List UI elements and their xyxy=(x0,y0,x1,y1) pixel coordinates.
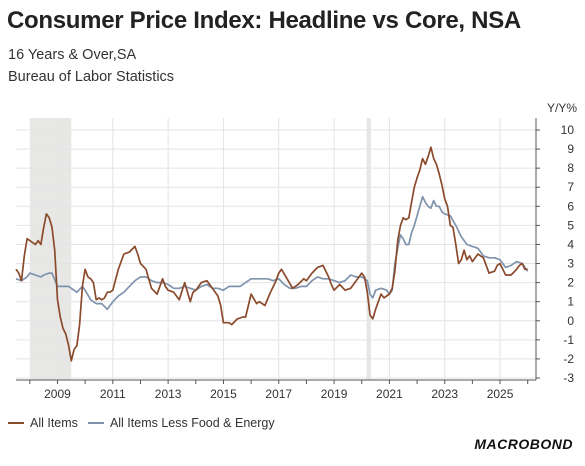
y-tick-label: 9 xyxy=(567,142,574,156)
x-tick-label: 2009 xyxy=(44,387,71,401)
x-tick-label: 2025 xyxy=(487,387,514,401)
macrobond-logo: MACROBOND xyxy=(474,436,573,452)
series-layer xyxy=(15,146,529,362)
x-tick-label: 2023 xyxy=(431,387,458,401)
series-line-headline xyxy=(15,146,528,362)
y-tick-label: -2 xyxy=(563,352,574,366)
y-tick-label: 2 xyxy=(567,276,574,290)
legend-label-core: All Items Less Food & Energy xyxy=(109,416,275,430)
y-tick-label: 0 xyxy=(567,314,574,328)
y-tick-label: 10 xyxy=(561,123,575,137)
y-tick-label: 1 xyxy=(567,295,574,309)
y-tick-label: 6 xyxy=(567,199,574,213)
gridlines xyxy=(16,118,536,380)
legend-swatch-headline xyxy=(8,422,24,424)
series-line-core xyxy=(15,195,529,311)
chart-title: Consumer Price Index: Headline vs Core, … xyxy=(7,7,521,34)
y-axis-label: Y/Y% xyxy=(547,101,577,115)
legend-item-core: All Items Less Food & Energy xyxy=(87,416,275,430)
legend: All Items All Items Less Food & Energy xyxy=(8,416,285,430)
y-tick-label: 8 xyxy=(567,161,574,175)
x-tick-label: 2013 xyxy=(155,387,182,401)
x-tick-label: 2011 xyxy=(100,387,126,401)
x-tick-label: 2015 xyxy=(210,387,237,401)
x-tick-label: 2017 xyxy=(265,387,292,401)
chart-source: Bureau of Labor Statistics xyxy=(8,69,175,85)
y-tick-label: -1 xyxy=(563,333,574,347)
recession-shading xyxy=(29,118,371,380)
recession-band-1 xyxy=(366,118,371,380)
y-tick-label: -3 xyxy=(563,371,574,385)
y-tick-label: 3 xyxy=(567,257,574,271)
chart-subtitle: 16 Years & Over,SA xyxy=(8,47,137,63)
legend-item-headline: All Items xyxy=(8,416,78,430)
x-tick-label: 2019 xyxy=(321,387,348,401)
legend-swatch-core xyxy=(87,422,104,424)
recession-band-0 xyxy=(29,118,72,380)
x-axis: 2009 2011 2013 2015 2017 2019 2021 2023 2025 xyxy=(16,379,536,401)
y-tick-label: 5 xyxy=(567,218,574,232)
y-tick-label: 7 xyxy=(567,180,574,194)
legend-label-headline: All Items xyxy=(30,416,78,430)
x-tick-label: 2021 xyxy=(376,387,403,401)
y-tick-label: 4 xyxy=(567,237,574,251)
y-axis: -3 -2 -1 0 1 2 3 4 5 6 7 8 9 10 xyxy=(535,118,575,385)
